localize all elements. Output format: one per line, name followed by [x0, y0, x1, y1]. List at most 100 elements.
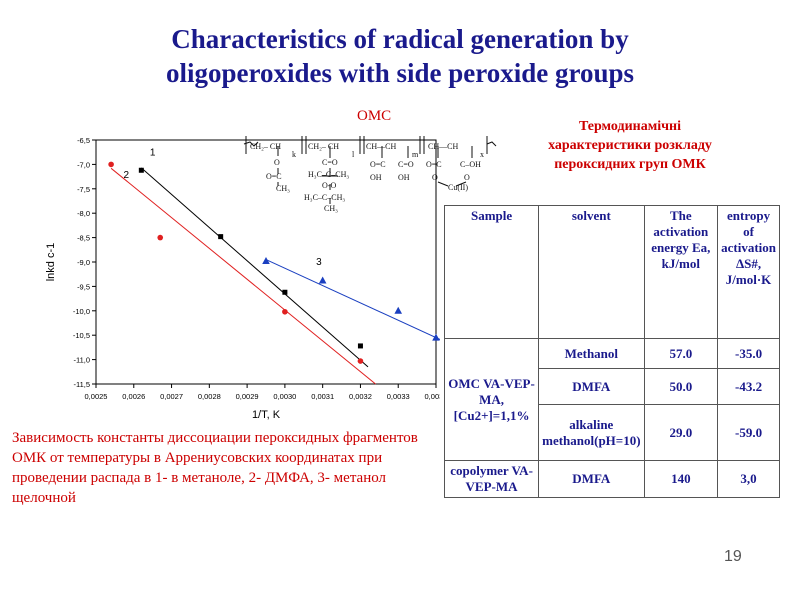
y-axis-label: lnkd c-1 — [45, 243, 57, 282]
sample-copolymer: copolymer VA-VEP-MA — [443, 460, 540, 498]
table-row: alkaline methanol(pH=10) 29.0 -59.0 — [445, 404, 780, 461]
solvent-cell: alkaline methanol(pH=10) — [538, 404, 645, 461]
y-tick-label: -7,5 — [77, 185, 90, 194]
svg-text:C=O: C=O — [398, 160, 414, 169]
chemical-structure-diagram: CH₂– CH k CH₂– CH l CH—CH m CH—CH x O O=… — [243, 136, 497, 213]
x-axis-label: 1/T, K — [252, 409, 281, 421]
thermo-title-line-1: Термодинамічні — [578, 119, 682, 134]
table-header-row: Sample solvent The activation energy Ea,… — [443, 205, 780, 339]
series-3-point — [262, 257, 270, 265]
svg-text:CH₂– CH: CH₂– CH — [308, 142, 339, 151]
ds-cell: 3,0 — [717, 460, 780, 498]
x-tick-label: 0,0033 — [387, 392, 410, 401]
table-row: DMFA 50.0 -43.2 — [445, 368, 780, 405]
header-sample: Sample — [443, 205, 540, 339]
series-2-point — [357, 358, 364, 364]
x-tick-label: 0,0029 — [236, 392, 259, 401]
series-2-fit-line — [110, 167, 376, 385]
thermo-title-line-3: пероксидних груп ОМК — [554, 157, 706, 172]
formula-label: OMC — [357, 108, 392, 124]
svg-text:H₃C–C–CH₃: H₃C–C–CH₃ — [308, 170, 349, 179]
svg-text:C–OH: C–OH — [460, 160, 481, 169]
svg-text:O=C: O=C — [370, 160, 386, 169]
series-3-fit-line — [265, 259, 440, 340]
x-tick-label: 0,0032 — [349, 392, 372, 401]
svg-text:O: O — [432, 173, 438, 182]
x-tick-label: 0,0025 — [85, 392, 108, 401]
svg-text:l: l — [352, 150, 355, 159]
title-line-1: Characteristics of radical generation by — [171, 24, 629, 54]
solvent-cell: Methanol — [538, 338, 645, 369]
y-tick-label: -8,5 — [77, 234, 90, 243]
svg-text:CH₂– CH: CH₂– CH — [250, 142, 281, 151]
svg-text:CH—CH: CH—CH — [366, 142, 396, 151]
series-2-point — [108, 161, 114, 168]
svg-text:O: O — [274, 158, 280, 167]
series-1-point — [357, 343, 363, 349]
y-tick-label: -10,0 — [73, 307, 90, 316]
header-solvent: solvent — [538, 205, 645, 339]
series-1-label: 1 — [150, 148, 156, 159]
x-tick-label: 0,0026 — [122, 392, 145, 401]
y-tick-label: -10,5 — [73, 331, 90, 340]
arrhenius-chart: 0,0025 0,0026 0,0027 0,0028 0,0029 0,0030 0,00… — [45, 136, 440, 421]
ds-cell: -43.2 — [717, 368, 780, 405]
svg-text:x: x — [480, 150, 484, 159]
x-tick-label: 0,0028 — [198, 392, 221, 401]
thermo-title: Термодинамічні характеристики розкладу п… — [512, 117, 748, 174]
series-3-point — [318, 276, 327, 284]
title-line-2: oligoperoxides with side peroxide groups — [165, 58, 635, 88]
table-row: copolymer VA-VEP-MA DMFA 140 3,0 — [443, 460, 780, 498]
y-tick-label: -9,5 — [77, 282, 90, 291]
svg-text:OH: OH — [370, 173, 382, 182]
svg-text:m: m — [412, 150, 419, 159]
y-tick-label: -8,0 — [77, 209, 90, 218]
solvent-cell: DMFA — [538, 368, 645, 405]
header-entropy: entropy of activation ΔS#, J/mol·K — [717, 205, 780, 339]
page-number: 19 — [724, 548, 742, 565]
svg-text:H₃C–C–CH₃: H₃C–C–CH₃ — [304, 193, 345, 202]
series-1-point — [138, 167, 144, 173]
svg-text:k: k — [292, 150, 296, 159]
svg-text:OH: OH — [398, 173, 410, 182]
series-3-point — [432, 333, 440, 341]
series-2-label: 2 — [123, 170, 129, 181]
series-2-point — [282, 308, 288, 315]
series-1-point — [282, 289, 288, 295]
svg-text:CH—CH: CH—CH — [428, 142, 458, 151]
svg-text:CH₃: CH₃ — [324, 204, 338, 213]
series-1-point — [218, 234, 224, 240]
y-tick-label: -11,5 — [73, 380, 90, 389]
ds-cell: -35.0 — [717, 338, 780, 369]
copper-label: Cu(II) — [448, 183, 468, 192]
ea-cell: 140 — [643, 460, 719, 498]
y-tick-label: -7,0 — [77, 160, 90, 169]
ea-cell: 50.0 — [643, 368, 719, 405]
chart-caption: Зависимость константы диссоциации перокс… — [12, 430, 418, 506]
solvent-cell: DMFA — [538, 460, 645, 498]
thermo-title-line-2: характеристики розкладу — [548, 138, 712, 153]
ds-cell: -59.0 — [717, 404, 780, 461]
sample-omc: OMC VA-VEP-MA, [Cu2+]=1,1% — [443, 338, 540, 461]
table-row: OMC VA-VEP-MA, [Cu2+]=1,1% Methanol 57.0… — [443, 338, 780, 461]
x-tick-label: 0,0027 — [160, 392, 183, 401]
x-tick-label: 0,0030 — [273, 392, 296, 401]
svg-text:O: O — [464, 173, 470, 182]
y-tick-label: -11,0 — [73, 356, 90, 365]
series-3-label: 3 — [316, 257, 322, 268]
series-3-point — [394, 306, 403, 314]
svg-text:O=C: O=C — [266, 172, 282, 181]
header-activation: The activation energy Ea, kJ/mol — [643, 205, 719, 339]
y-tick-label: -9,0 — [77, 258, 90, 267]
x-tick-label: 0,0034 — [425, 392, 440, 401]
svg-text:C=O: C=O — [322, 158, 338, 167]
slide-title: Characteristics of radical generation by… — [60, 22, 740, 90]
svg-text:CH₃: CH₃ — [276, 184, 290, 193]
svg-text:O-O: O-O — [322, 181, 336, 190]
thermo-table: Sample solvent The activation energy Ea,… — [443, 205, 780, 498]
ea-cell: 57.0 — [643, 338, 719, 369]
svg-text:O=C: O=C — [426, 160, 442, 169]
ea-cell: 29.0 — [643, 404, 719, 461]
series-2-point — [157, 234, 164, 241]
x-tick-label: 0,0031 — [311, 392, 334, 401]
